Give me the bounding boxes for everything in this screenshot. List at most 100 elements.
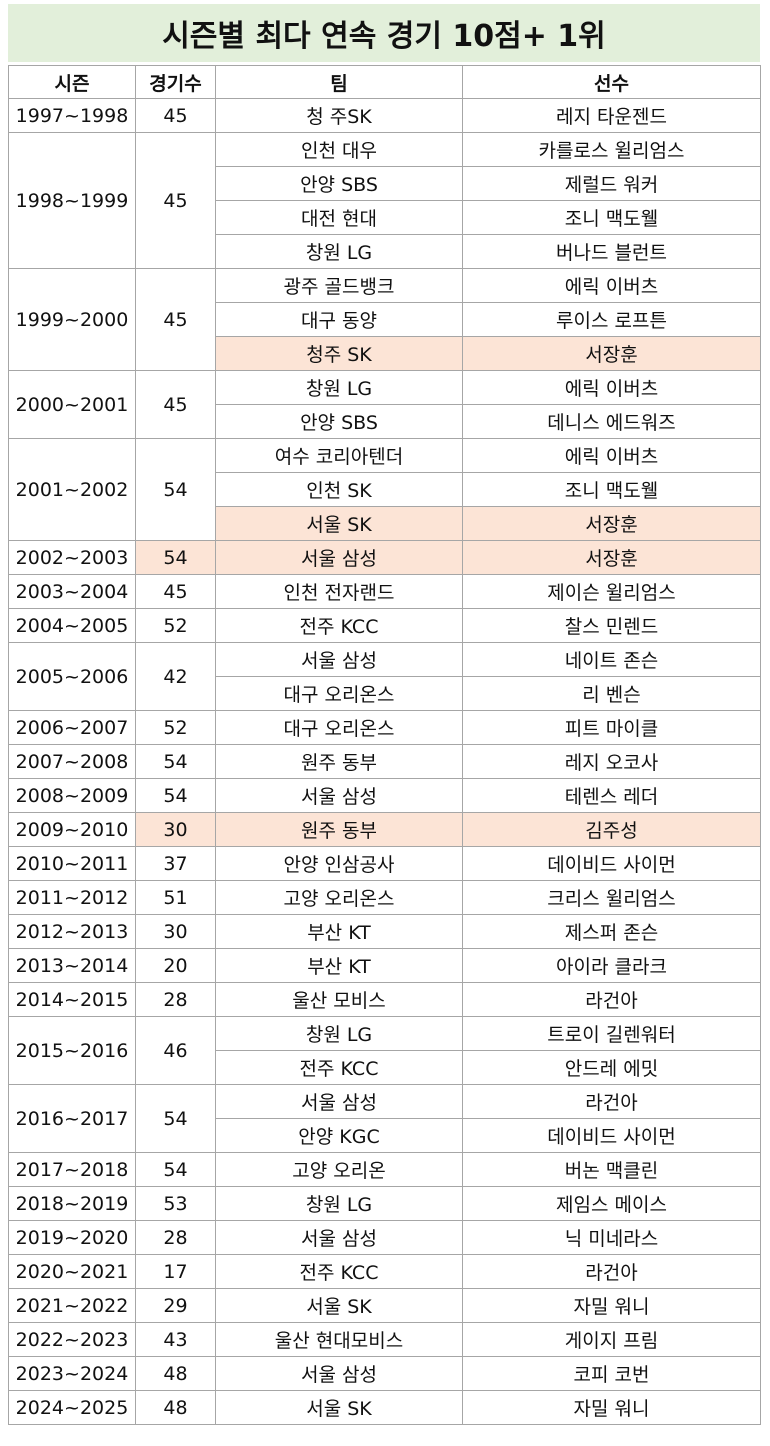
table-row: 2014~2015 28 울산 모비스 라건아 <box>8 982 761 1017</box>
season-cell: 2007~2008 <box>8 744 136 779</box>
team-cell: 전주 KCC <box>215 608 463 643</box>
season-cell: 2002~2003 <box>8 540 136 575</box>
games-cell: 29 <box>135 1288 216 1323</box>
games-cell: 17 <box>135 1254 216 1289</box>
header-games: 경기수 <box>135 65 216 99</box>
table-row: 창원 LG 버나드 블런트 <box>9 234 761 269</box>
table-row: 2018~2019 53 창원 LG 제임스 메이스 <box>8 1186 761 1221</box>
team-cell: 전주 KCC <box>215 1254 463 1289</box>
player-cell: 제스퍼 존슨 <box>462 914 761 949</box>
season-cell: 2023~2024 <box>8 1356 136 1391</box>
games-cell: 54 <box>135 540 216 575</box>
team-cell: 서울 삼성 <box>215 778 463 813</box>
table-row: 2001~2002 54 여수 코리아텐더 에릭 이버츠 <box>8 438 761 541</box>
team-cell: 안양 SBS <box>215 404 463 439</box>
table-row: 2005~2006 42 서울 삼성 네이트 존슨 <box>8 642 761 711</box>
team-cell: 광주 골드뱅크 <box>215 268 463 303</box>
table-row: 2021~2022 29 서울 SK 자밀 워니 <box>8 1288 761 1323</box>
games-cell: 45 <box>135 98 216 133</box>
player-cell: 안드레 에밋 <box>462 1050 761 1085</box>
season-cell: 2000~2001 <box>8 370 136 439</box>
player-cell: 에릭 이버츠 <box>462 438 761 473</box>
season-cell: 2022~2023 <box>8 1322 136 1357</box>
games-cell: 52 <box>135 608 216 643</box>
table-row: 대전 현대 조니 맥도웰 <box>9 200 761 235</box>
player-cell: 찰스 민렌드 <box>462 608 761 643</box>
player-cell: 에릭 이버츠 <box>462 370 761 405</box>
season-cell: 2024~2025 <box>8 1390 136 1425</box>
table-row: 2016~2017 54 서울 삼성 라건아 <box>8 1084 761 1153</box>
player-cell: 제임스 메이스 <box>462 1186 761 1221</box>
player-cell: 테렌스 레더 <box>462 778 761 813</box>
team-cell: 청 주SK <box>215 98 463 133</box>
team-cell: 서울 삼성 <box>215 540 463 575</box>
games-cell: 54 <box>135 1084 216 1153</box>
player-cell: 김주성 <box>462 812 761 847</box>
season-cell: 1998~1999 <box>8 132 136 269</box>
games-cell: 30 <box>135 914 216 949</box>
team-cell: 부산 KT <box>215 948 463 983</box>
player-cell: 데이비드 사이먼 <box>462 846 761 881</box>
player-cell: 루이스 로프튼 <box>462 302 761 337</box>
season-cell: 2009~2010 <box>8 812 136 847</box>
player-cell: 라건아 <box>462 982 761 1017</box>
season-cell: 2004~2005 <box>8 608 136 643</box>
table-row: 1998~1999 45 인천 대우 카를로스 윌리엄스 <box>8 132 761 269</box>
season-cell: 2021~2022 <box>8 1288 136 1323</box>
team-cell: 서울 삼성 <box>215 642 463 677</box>
player-cell: 데니스 에드워즈 <box>462 404 761 439</box>
table-row: 안양 KGC 데이비드 사이먼 <box>9 1118 761 1153</box>
table-row: 1997~1998 45 청 주SK 레지 타운젠드 <box>8 98 761 133</box>
player-cell: 자밀 워니 <box>462 1390 761 1425</box>
team-cell: 울산 현대모비스 <box>215 1322 463 1357</box>
table-row: 2023~2024 48 서울 삼성 코피 코번 <box>8 1356 761 1391</box>
player-cell: 서장훈 <box>462 506 761 541</box>
player-cell: 서장훈 <box>462 540 761 575</box>
team-cell: 창원 LG <box>215 234 463 269</box>
page-title: 시즌별 최다 연속 경기 10점+ 1위 <box>8 4 760 62</box>
games-cell: 53 <box>135 1186 216 1221</box>
player-cell: 레지 타운젠드 <box>462 98 761 133</box>
season-cell: 2012~2013 <box>8 914 136 949</box>
player-cell: 피트 마이클 <box>462 710 761 745</box>
player-cell: 조니 맥도웰 <box>462 200 761 235</box>
player-cell: 코피 코번 <box>462 1356 761 1391</box>
team-cell: 서울 삼성 <box>215 1356 463 1391</box>
player-cell: 데이비드 사이먼 <box>462 1118 761 1153</box>
season-cell: 2008~2009 <box>8 778 136 813</box>
games-cell: 46 <box>135 1016 216 1085</box>
team-cell: 원주 동부 <box>215 812 463 847</box>
games-cell: 48 <box>135 1356 216 1391</box>
player-cell: 버나드 블런트 <box>462 234 761 269</box>
games-cell: 43 <box>135 1322 216 1357</box>
table-row: 2010~2011 37 안양 인삼공사 데이비드 사이먼 <box>8 846 761 881</box>
player-cell: 제이슨 윌리엄스 <box>462 574 761 609</box>
team-cell: 안양 KGC <box>215 1118 463 1153</box>
player-cell: 제럴드 워커 <box>462 166 761 201</box>
team-cell: 여수 코리아텐더 <box>215 438 463 473</box>
team-cell: 창원 LG <box>215 1016 463 1051</box>
player-cell: 크리스 윌리엄스 <box>462 880 761 915</box>
player-cell: 조니 맥도웰 <box>462 472 761 507</box>
games-cell: 48 <box>135 1390 216 1425</box>
team-cell: 서울 SK <box>215 506 463 541</box>
team-cell: 인천 대우 <box>215 132 463 167</box>
team-cell: 서울 SK <box>215 1288 463 1323</box>
season-cell: 2014~2015 <box>8 982 136 1017</box>
header-season: 시즌 <box>8 65 136 99</box>
player-cell: 아이라 클라크 <box>462 948 761 983</box>
header-player: 선수 <box>462 65 761 99</box>
player-cell: 라건아 <box>462 1254 761 1289</box>
season-cell: 2011~2012 <box>8 880 136 915</box>
season-cell: 2005~2006 <box>8 642 136 711</box>
table-row: 2022~2023 43 울산 현대모비스 게이지 프림 <box>8 1322 761 1357</box>
season-cell: 2019~2020 <box>8 1220 136 1255</box>
player-cell: 리 벤슨 <box>462 676 761 711</box>
season-cell: 1999~2000 <box>8 268 136 371</box>
team-cell: 원주 동부 <box>215 744 463 779</box>
team-cell: 창원 LG <box>215 370 463 405</box>
season-cell: 2001~2002 <box>8 438 136 541</box>
player-cell: 게이지 프림 <box>462 1322 761 1357</box>
games-cell: 52 <box>135 710 216 745</box>
